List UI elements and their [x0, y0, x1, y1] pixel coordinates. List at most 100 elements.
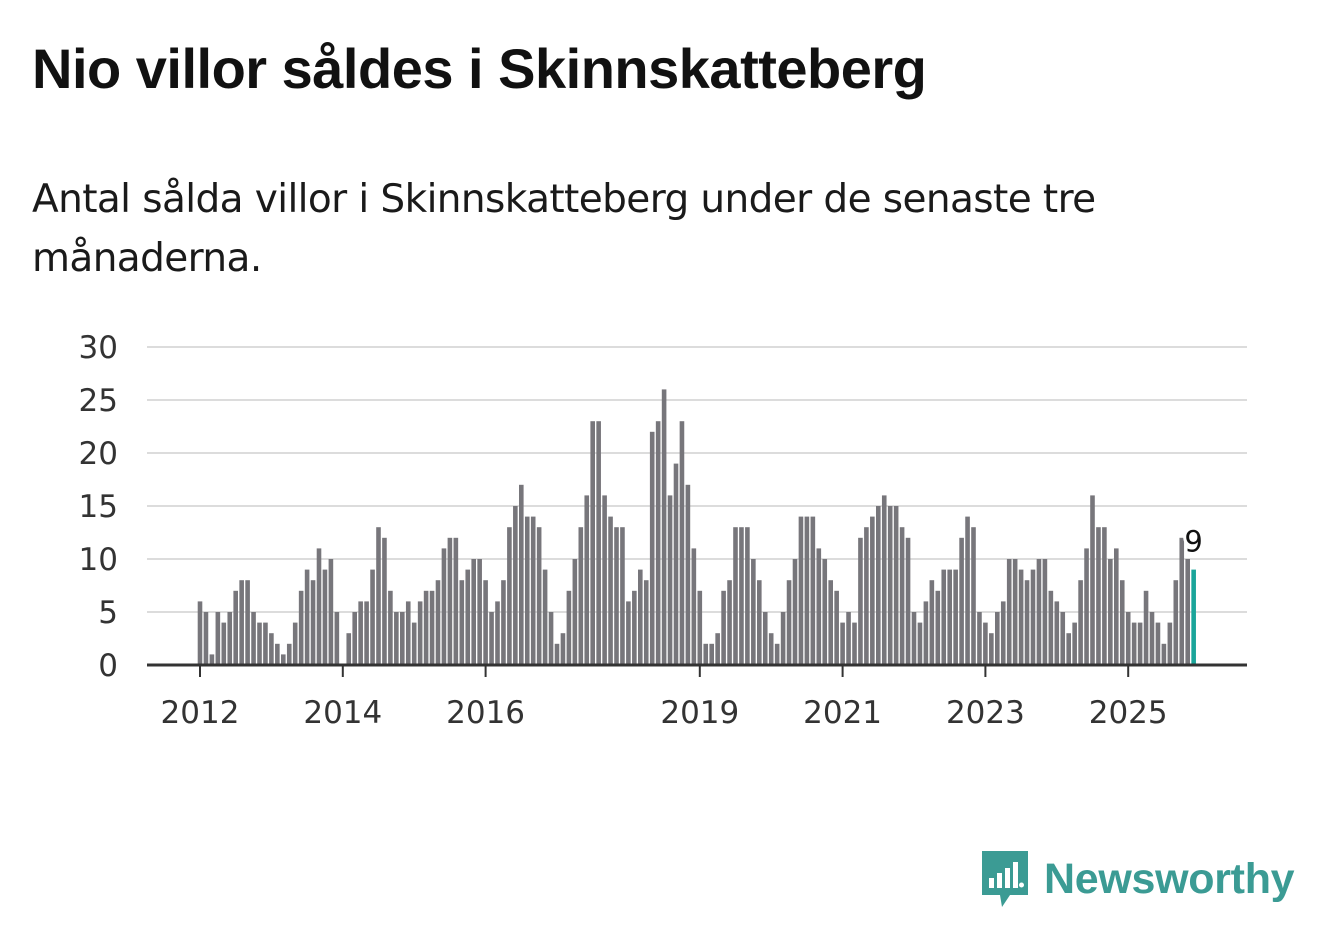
bar — [673, 463, 679, 665]
bar — [840, 622, 845, 665]
bar — [209, 654, 215, 665]
bar — [632, 590, 637, 665]
bar — [1030, 569, 1036, 665]
bar — [774, 643, 780, 665]
bar — [959, 537, 964, 665]
bar — [239, 580, 244, 665]
brand-name: Newsworthy — [1044, 854, 1295, 903]
bar — [376, 527, 381, 665]
bar — [1125, 612, 1131, 665]
y-tick-label: 20 — [79, 436, 118, 472]
bar — [221, 622, 227, 665]
bar — [762, 612, 768, 665]
brand-logo: Newsworthy — [980, 848, 1295, 910]
bar — [1161, 643, 1167, 665]
bar — [703, 643, 709, 665]
bar — [697, 590, 703, 665]
bar — [417, 601, 423, 665]
bar — [447, 537, 453, 665]
highlight-value-label: 9 — [1184, 525, 1202, 559]
bar — [548, 612, 554, 665]
bar — [1119, 580, 1125, 665]
x-tick-label: 2025 — [1089, 695, 1168, 731]
bar — [257, 622, 262, 665]
bar — [197, 601, 203, 665]
bar — [655, 421, 661, 665]
x-tick-label: 2021 — [803, 695, 882, 731]
bar — [1090, 495, 1095, 665]
bar — [435, 580, 441, 665]
bar — [1072, 622, 1077, 665]
bar — [649, 431, 655, 665]
bar — [1042, 559, 1048, 665]
bar — [501, 580, 506, 665]
bar — [828, 580, 833, 665]
bar — [917, 622, 923, 665]
bar — [233, 590, 238, 665]
bar — [489, 612, 494, 665]
bar — [382, 537, 387, 665]
bar — [1048, 590, 1054, 665]
bar — [1149, 612, 1155, 665]
bar — [864, 527, 869, 665]
bar — [810, 516, 816, 665]
bar — [286, 643, 292, 665]
bar — [971, 527, 976, 665]
bar — [245, 580, 250, 665]
bar — [667, 495, 673, 665]
bar — [1185, 559, 1190, 665]
y-tick-label: 15 — [79, 489, 118, 525]
bar — [346, 633, 352, 665]
bar — [608, 516, 613, 665]
bar — [989, 633, 994, 665]
y-axis-ticks: 0 5 10 15 20 25 30 — [79, 330, 118, 684]
bar — [1078, 580, 1083, 665]
bar — [227, 612, 233, 665]
bar — [269, 633, 274, 665]
bar — [536, 527, 542, 665]
bar — [316, 548, 322, 665]
bar — [643, 580, 649, 665]
y-tick-label: 30 — [79, 330, 118, 366]
bar — [465, 569, 471, 665]
bar — [846, 612, 851, 665]
newsworthy-logo-icon — [982, 851, 1028, 907]
gridlines — [147, 346, 1247, 613]
bar — [441, 548, 447, 665]
bar — [1143, 590, 1149, 665]
bar — [798, 516, 804, 665]
y-tick-label: 10 — [79, 542, 118, 578]
bar — [1024, 580, 1030, 665]
y-tick-label: 5 — [98, 595, 118, 631]
bar — [822, 559, 828, 665]
bar — [899, 527, 905, 665]
bar — [709, 643, 714, 665]
bar — [334, 612, 340, 665]
x-tick-label: 2019 — [660, 695, 739, 731]
bar — [328, 559, 334, 665]
highlight-bar — [1191, 569, 1196, 665]
bar — [590, 421, 595, 665]
bar — [215, 612, 221, 665]
bar — [727, 580, 732, 665]
bar — [1000, 601, 1006, 665]
bar — [792, 559, 798, 665]
y-tick-label: 0 — [98, 648, 118, 684]
bar — [394, 612, 399, 665]
x-axis: 2012 2014 2016 2019 2021 2023 2025 — [147, 663, 1247, 731]
bar — [542, 569, 548, 665]
bar — [953, 569, 958, 665]
bar — [364, 601, 369, 665]
bar — [757, 580, 762, 665]
bar — [477, 559, 482, 665]
bar — [638, 569, 643, 665]
bar — [679, 421, 685, 665]
bar — [602, 495, 607, 665]
bar — [507, 527, 512, 665]
bar — [483, 580, 488, 665]
bar — [322, 569, 328, 665]
bar — [352, 612, 357, 665]
bar — [685, 484, 691, 665]
bar — [388, 590, 393, 665]
